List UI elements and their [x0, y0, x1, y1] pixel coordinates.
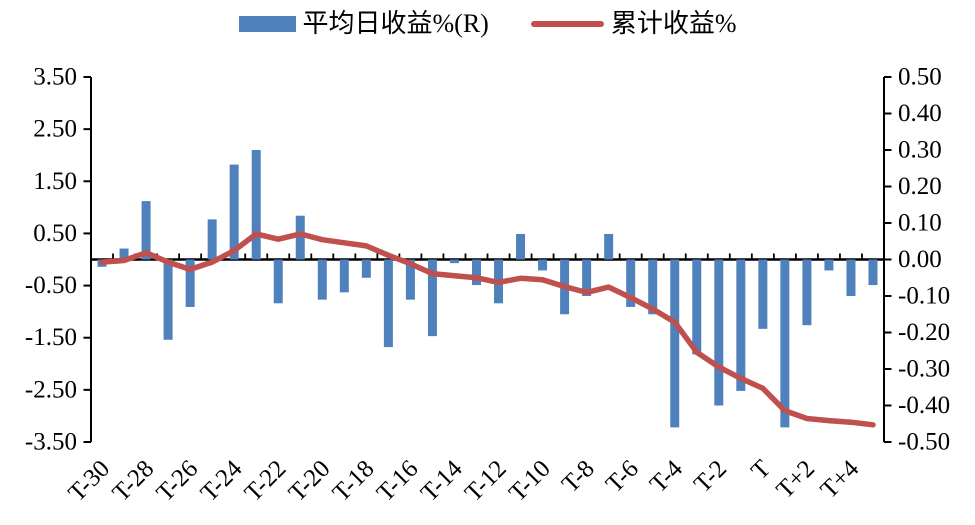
- bar-T+5: [868, 259, 878, 286]
- left-axis-tick-label: 3.50: [33, 64, 77, 91]
- right-axis-tick-label: -0.40: [898, 392, 950, 419]
- x-axis-label: T-8: [557, 455, 600, 498]
- bar-T-13: [471, 259, 481, 286]
- right-axis-tick-label: 0.00: [898, 246, 942, 273]
- bar-T-26: [185, 259, 195, 307]
- line-series-swatch: [530, 21, 604, 27]
- right-axis-tick-label: 0.20: [898, 173, 942, 200]
- bar-T-11: [516, 233, 526, 260]
- bar-T-19: [339, 259, 349, 293]
- x-axis-label: T-22: [240, 455, 292, 507]
- bar-T-24: [229, 164, 239, 260]
- bar-T: [758, 259, 768, 329]
- chart-legend: 平均日收益%(R) 累计收益%: [0, 11, 975, 37]
- bar-T+4: [846, 259, 856, 296]
- left-axis-tick-label: -3.50: [25, 429, 77, 456]
- bar-T-8: [582, 259, 592, 296]
- cumulative-return-line: [99, 231, 876, 428]
- right-axis-tick-label: -0.50: [898, 429, 950, 456]
- bar-T-17: [383, 259, 393, 348]
- bar-T-1: [736, 259, 746, 391]
- right-axis-tick-label: -0.20: [898, 319, 950, 346]
- bar-T+3: [824, 259, 834, 271]
- x-axis-label: T-4: [645, 455, 688, 498]
- right-axis-tick-label: 0.40: [898, 100, 942, 127]
- left-axis-tick-label: -0.50: [25, 272, 77, 299]
- right-axis-tick-label: 0.50: [898, 64, 942, 91]
- right-axis-tick-label: -0.10: [898, 283, 950, 310]
- bar-T-6: [626, 259, 636, 307]
- x-axis-label: T-16: [372, 455, 424, 507]
- left-axis-tick-label: -2.50: [25, 376, 77, 403]
- x-axis-label: T-14: [416, 455, 468, 507]
- bar-T-28: [141, 201, 151, 260]
- left-axis-tick-label: -1.50: [25, 324, 77, 351]
- left-axis-tick-label: 1.50: [33, 168, 77, 195]
- bar-T-16: [405, 259, 415, 300]
- x-axis-label: T: [746, 455, 776, 485]
- bar-series-label: 平均日收益%(R): [302, 9, 489, 38]
- bar-T+1: [780, 259, 790, 428]
- bar-T-27: [163, 259, 173, 340]
- x-axis-label: T+4: [816, 455, 865, 504]
- bar-T-18: [361, 259, 371, 278]
- bar-T-25: [207, 219, 217, 260]
- x-axis-label: T-18: [328, 455, 380, 507]
- bar-T-10: [538, 259, 548, 271]
- x-axis-label: T-2: [689, 455, 732, 498]
- x-axis-label: T+2: [771, 455, 820, 504]
- bar-T-15: [427, 259, 437, 337]
- x-axis-label: T-10: [504, 455, 556, 507]
- bar-T-2: [714, 259, 724, 406]
- bar-T-23: [251, 150, 261, 260]
- x-axis-label: T-28: [108, 455, 160, 507]
- line-series-label: 累计收益%: [610, 9, 737, 38]
- legend-item-cumulative-return: 累计收益%: [530, 9, 737, 38]
- x-axis-label: T-30: [63, 455, 115, 507]
- x-axis-label: T-24: [196, 455, 248, 507]
- left-axis-tick-label: 0.50: [33, 220, 77, 247]
- right-axis-tick-label: -0.30: [898, 356, 950, 383]
- bar-T-7: [604, 233, 614, 260]
- x-axis-label: T-12: [460, 455, 512, 507]
- x-axis-label: T-26: [152, 455, 204, 507]
- bar-T-20: [317, 259, 327, 300]
- bar-T+2: [802, 259, 812, 326]
- bar-T-5: [648, 259, 658, 315]
- x-axis-label: T-6: [601, 455, 644, 498]
- left-axis-tick-label: 2.50: [33, 116, 77, 143]
- bar-T-29: [119, 248, 129, 260]
- right-axis-tick-label: 0.10: [898, 210, 942, 237]
- bar-T-4: [670, 259, 680, 428]
- legend-item-daily-return: 平均日收益%(R): [238, 9, 489, 38]
- right-axis-tick-label: 0.30: [898, 137, 942, 164]
- bar-T-3: [692, 259, 702, 355]
- bar-T-22: [273, 259, 283, 304]
- bar-T-21: [295, 215, 305, 260]
- bar-T-14: [449, 259, 459, 264]
- x-axis-label: T-20: [284, 455, 336, 507]
- bar-series-swatch: [238, 16, 296, 32]
